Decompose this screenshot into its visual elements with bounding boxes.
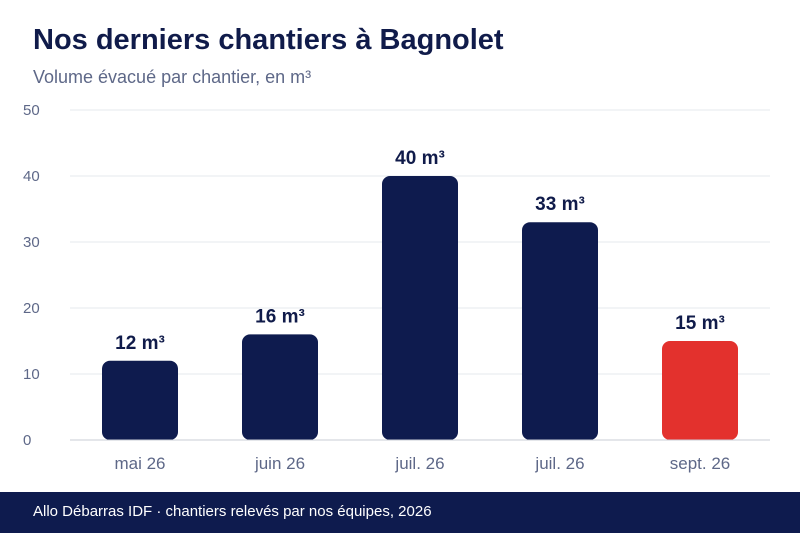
- bar: [662, 341, 738, 440]
- y-axis-ticks: 0 10 20 30 40 50: [23, 102, 40, 449]
- x-tick-label: juil. 26: [394, 454, 444, 473]
- y-tick-label: 30: [23, 234, 40, 251]
- y-tick-label: 50: [23, 102, 40, 119]
- x-tick-label: mai 26: [114, 454, 165, 473]
- chart-title: Nos derniers chantiers à Bagnolet: [33, 24, 504, 56]
- y-tick-label: 10: [23, 366, 40, 383]
- bars-layer: [102, 176, 738, 440]
- x-axis-ticks: mai 26 juin 26 juil. 26 juil. 26 sept. 26: [114, 454, 730, 473]
- bar: [382, 176, 458, 440]
- bar: [102, 360, 178, 440]
- footer-bar: Allo Débarras IDF · chantiers relevés pa…: [0, 492, 800, 533]
- data-label: 40 m³: [395, 148, 445, 169]
- bar: [522, 222, 598, 440]
- bar: [242, 334, 318, 440]
- x-tick-label: juin 26: [254, 454, 305, 473]
- data-labels-layer: 12 m³ 16 m³ 40 m³ 33 m³ 15 m³: [115, 148, 725, 354]
- data-label: 15 m³: [675, 313, 725, 334]
- y-tick-label: 0: [23, 432, 31, 449]
- data-label: 12 m³: [115, 333, 165, 354]
- data-label: 33 m³: [535, 194, 585, 215]
- x-tick-label: juil. 26: [534, 454, 584, 473]
- chart-subtitle: Volume évacué par chantier, en m³: [33, 67, 312, 87]
- y-tick-label: 20: [23, 300, 40, 317]
- x-tick-label: sept. 26: [670, 454, 731, 473]
- y-tick-label: 40: [23, 168, 40, 185]
- source-note: Allo Débarras IDF · chantiers relevés pa…: [33, 503, 432, 520]
- data-label: 16 m³: [255, 306, 305, 327]
